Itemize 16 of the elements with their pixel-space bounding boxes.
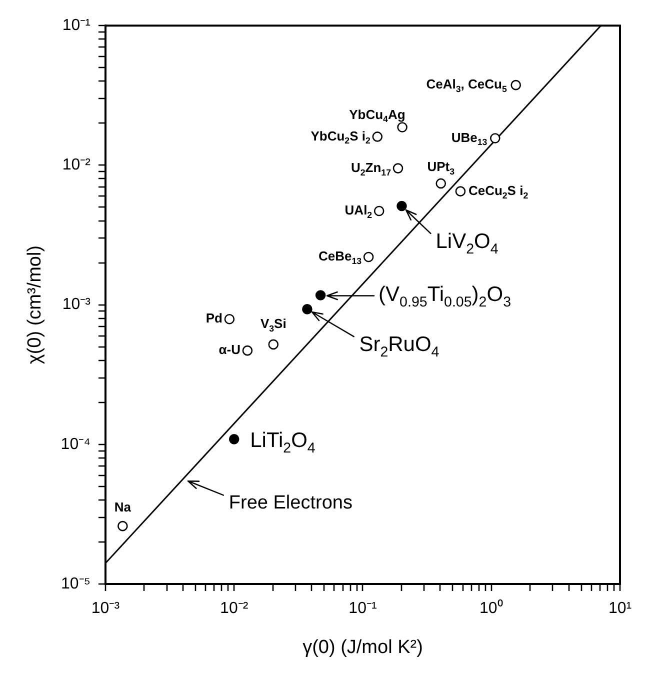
- x-tick-label: 10⁻¹: [348, 600, 377, 618]
- x-tick-label: 10⁻³: [91, 600, 120, 618]
- annotation: Pd: [206, 310, 223, 326]
- x-tick-label: 10¹: [608, 600, 632, 618]
- y-axis-title: χ(0) (cm³/mol): [24, 245, 46, 364]
- y-tick-label: 10⁻¹: [62, 17, 90, 34]
- y-tick-label: 10⁻²: [62, 156, 92, 174]
- x-tick-label: 10⁰: [479, 599, 504, 618]
- annotation: α-U: [218, 342, 240, 358]
- x-axis-title: γ(0) (J/mol K²): [302, 636, 423, 658]
- y-tick-label: 10⁻⁵: [61, 575, 90, 592]
- y-tick-label: 10⁻⁴: [60, 436, 91, 453]
- annotation: Na: [114, 500, 132, 515]
- y-tick-label: 10⁻³: [62, 296, 92, 314]
- annotation: Free Electrons: [228, 492, 352, 514]
- x-tick-label: 10⁻²: [220, 600, 249, 618]
